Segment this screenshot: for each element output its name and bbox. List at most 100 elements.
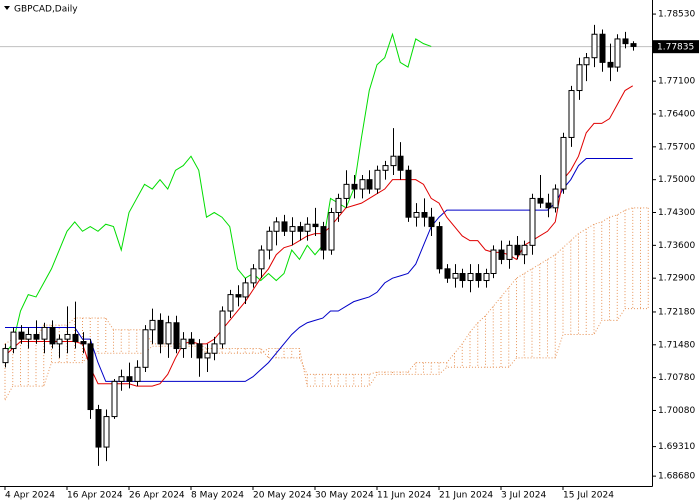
candle-body (529, 197, 536, 246)
y-tick-label: 1.76400 (658, 109, 695, 119)
candle-body (537, 197, 544, 204)
y-tick-label: 1.75000 (658, 175, 695, 185)
indicator-line (4, 32, 432, 354)
x-tick-label: 16 Apr 2024 (67, 491, 123, 500)
current-price-box (653, 40, 699, 54)
candle-body (196, 343, 203, 359)
candle-body (583, 57, 590, 66)
candle-body (576, 64, 583, 92)
candle-body (351, 183, 358, 190)
candle-body (173, 322, 180, 350)
candle-body (436, 226, 443, 270)
y-tick-label: 1.72180 (658, 307, 695, 317)
candle-body (281, 221, 288, 232)
menu-arrow[interactable] (4, 6, 10, 10)
y-tick-label: 1.69310 (658, 442, 695, 452)
candle-body (382, 165, 389, 171)
candle-body (266, 230, 273, 251)
candle-body (343, 183, 350, 199)
candle-body (149, 319, 156, 331)
x-tick-label: 15 Jul 2024 (563, 491, 614, 500)
candle-body (95, 409, 102, 448)
candle-body (41, 326, 48, 340)
chart-title: GBPCAD,Daily (14, 5, 78, 15)
current-price-label: 1.77835 (657, 43, 694, 53)
y-tick-label: 1.75700 (658, 142, 695, 152)
candle-body (490, 249, 497, 274)
candle-body (514, 244, 521, 256)
candle-body (10, 331, 17, 350)
x-tick-label: 21 Jun 2024 (439, 491, 493, 500)
x-tick-label: 11 Jun 2024 (377, 491, 431, 500)
candle-body (428, 216, 435, 228)
y-tick-label: 1.70080 (658, 406, 695, 416)
x-tick-label: 30 May 2024 (315, 491, 374, 500)
candle-body (475, 272, 482, 282)
candle-body (614, 38, 621, 68)
y-tick-label: 1.70780 (658, 373, 695, 383)
candle-body (335, 197, 342, 214)
candle-body (235, 294, 242, 298)
candle-body (180, 338, 187, 350)
candle-body (258, 249, 265, 270)
candle-body (452, 272, 459, 279)
candle-body (521, 244, 528, 256)
y-tick-label: 1.71480 (658, 340, 695, 350)
candle-body (297, 226, 304, 232)
candle-body (552, 188, 559, 209)
candle-body (25, 333, 32, 340)
candle-body (397, 155, 404, 171)
indicator-line (5, 158, 633, 382)
candle-body (607, 61, 614, 68)
candle-body (312, 223, 319, 228)
candle-body (599, 33, 606, 63)
candle-body (506, 244, 513, 260)
y-tick-label: 1.78530 (658, 10, 695, 20)
candle-body (630, 43, 637, 47)
candle-body (328, 212, 335, 251)
candle-body (80, 341, 87, 345)
candle-body (459, 272, 466, 282)
candle-body (483, 272, 490, 282)
candle-body (320, 226, 327, 251)
y-tick-label: 1.77100 (658, 77, 695, 87)
candle-body (87, 343, 94, 411)
x-tick-label: 20 May 2024 (253, 491, 312, 500)
candle-body (211, 343, 218, 354)
candle-body (568, 90, 575, 138)
candle-body (413, 212, 420, 218)
y-tick-label: 1.73600 (658, 241, 695, 251)
candle-body (204, 352, 211, 359)
candle-body (142, 329, 149, 368)
candle-body (374, 169, 381, 190)
x-tick-label: 3 Jul 2024 (501, 491, 546, 500)
candle-body (273, 221, 280, 232)
candle-body (622, 38, 629, 45)
candle-body (304, 223, 311, 232)
plot-area (0, 24, 652, 466)
candle-body (56, 338, 63, 345)
candle-body (18, 331, 25, 340)
candle-body (390, 155, 397, 167)
candle-body (134, 366, 141, 382)
candle-body (157, 319, 164, 345)
candle-body (242, 282, 249, 298)
candle-body (126, 376, 133, 382)
candle-body (103, 416, 110, 448)
x-tick-label: 8 May 2024 (191, 491, 244, 500)
candle-body (498, 249, 505, 260)
y-tick-label: 1.74300 (658, 208, 695, 218)
candle-body (33, 333, 40, 340)
candle-body (118, 376, 125, 382)
candle-body (49, 326, 56, 345)
candle-body (2, 348, 9, 364)
y-tick-label: 1.72900 (658, 274, 695, 284)
candle-body (560, 136, 567, 190)
x-tick-label: 26 Apr 2024 (129, 491, 185, 500)
candle-body (64, 333, 71, 340)
candle-body (421, 212, 428, 218)
candle-body (72, 333, 79, 343)
x-tick-label: 4 Apr 2024 (5, 491, 55, 500)
candle-body (591, 33, 598, 59)
